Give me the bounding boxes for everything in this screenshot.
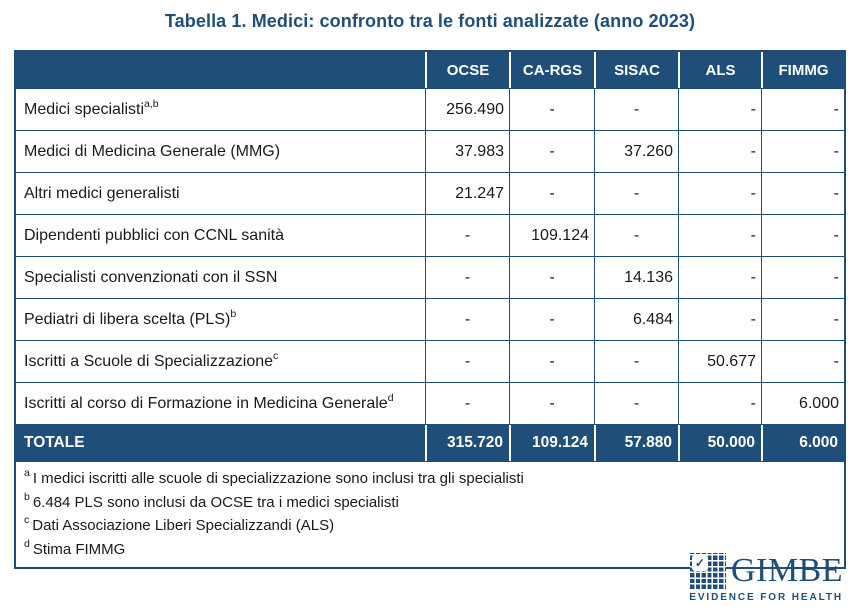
column-header-ocse: OCSE bbox=[425, 52, 509, 88]
gimbe-dots-icon: ✓ bbox=[689, 553, 726, 589]
total-ca-rgs: 109.124 bbox=[509, 425, 594, 461]
table-row: Specialisti convenzionati con il SSN - -… bbox=[16, 257, 844, 299]
total-sisac: 57.880 bbox=[594, 425, 678, 461]
column-header-als: ALS bbox=[678, 52, 761, 88]
cell-fimmg: - bbox=[761, 89, 844, 130]
table-row: Dipendenti pubblici con CCNL sanità - 10… bbox=[16, 215, 844, 257]
footnote-b: b 6.484 PLS sono inclusi da OCSE tra i me… bbox=[24, 490, 399, 511]
cell-sisac: 14.136 bbox=[594, 257, 678, 298]
row-label: Iscritti a Scuole di Specializzazione c bbox=[24, 350, 279, 370]
cell-als: 50.677 bbox=[678, 341, 761, 382]
footnote-marker: d bbox=[24, 537, 30, 550]
cell-ca-rgs: - bbox=[509, 131, 594, 172]
cell-als: - bbox=[678, 89, 761, 130]
cell-sisac: - bbox=[594, 215, 678, 256]
total-label: TOTALE bbox=[24, 434, 85, 451]
row-label: Pediatri di libera scelta (PLS) b bbox=[24, 308, 237, 328]
table-row: Altri medici generalisti 21.247 - - - - bbox=[16, 173, 844, 215]
cell-fimmg: - bbox=[761, 131, 844, 172]
column-header-sisac: SISAC bbox=[594, 52, 678, 88]
cell-als: - bbox=[678, 131, 761, 172]
table-row: Iscritti a Scuole di Specializzazione c -… bbox=[16, 341, 844, 383]
cell-sisac: 6.484 bbox=[594, 299, 678, 340]
footnote-marker: c bbox=[24, 514, 30, 526]
data-table: OCSE CA-RGS SISAC ALS FIMMG Medici speci… bbox=[14, 50, 846, 569]
column-header-ca-rgs: CA-RGS bbox=[509, 52, 594, 88]
gimbe-wordmark: GIMBE bbox=[730, 552, 843, 589]
cell-sisac: - bbox=[594, 173, 678, 214]
cell-ocse: 37.983 bbox=[425, 131, 509, 172]
footnote-marker: b bbox=[230, 308, 237, 321]
cell-ocse: - bbox=[425, 299, 509, 340]
row-label: Altri medici generalisti bbox=[24, 184, 180, 202]
cell-als: - bbox=[678, 257, 761, 298]
cell-fimmg: 6.000 bbox=[761, 383, 844, 424]
footnote-marker: b bbox=[24, 490, 30, 503]
row-label: Iscritti al corso di Formazione in Medic… bbox=[24, 392, 394, 412]
footnote-marker: a bbox=[24, 467, 30, 479]
cell-als: - bbox=[678, 299, 761, 340]
table-row: Medici specialisti a,b 256.490 - - - - bbox=[16, 89, 844, 131]
table-total-row: TOTALE 315.720 109.124 57.880 50.000 6.0… bbox=[16, 425, 844, 462]
corner-cell bbox=[16, 52, 425, 88]
row-label: Medici di Medicina Generale (MMG) bbox=[24, 142, 281, 160]
total-als: 50.000 bbox=[678, 425, 761, 461]
table-row: Medici di Medicina Generale (MMG) 37.983… bbox=[16, 131, 844, 173]
table-row: Pediatri di libera scelta (PLS) b - - 6.4… bbox=[16, 299, 844, 341]
total-fimmg: 6.000 bbox=[761, 425, 844, 461]
gimbe-logo: ✓ GIMBE EVIDENCE FOR HEALTH bbox=[689, 553, 843, 603]
row-label: Medici specialisti a,b bbox=[24, 98, 159, 118]
check-icon: ✓ bbox=[691, 555, 708, 571]
cell-ocse: - bbox=[425, 257, 509, 298]
cell-ocse: - bbox=[425, 383, 509, 424]
column-header-fimmg: FIMMG bbox=[761, 52, 844, 88]
gimbe-tagline: EVIDENCE FOR HEALTH bbox=[689, 592, 843, 603]
cell-ca-rgs: - bbox=[509, 173, 594, 214]
cell-sisac: - bbox=[594, 89, 678, 130]
cell-als: - bbox=[678, 383, 761, 424]
table-header-row: OCSE CA-RGS SISAC ALS FIMMG bbox=[16, 52, 844, 89]
footnote-marker: c bbox=[273, 350, 279, 363]
cell-sisac: - bbox=[594, 341, 678, 382]
cell-ocse: - bbox=[425, 215, 509, 256]
cell-ca-rgs: - bbox=[509, 383, 594, 424]
footnote-marker: a,b bbox=[144, 98, 159, 111]
cell-ca-rgs: - bbox=[509, 299, 594, 340]
cell-fimmg: - bbox=[761, 299, 844, 340]
cell-ca-rgs: - bbox=[509, 341, 594, 382]
row-label: Specialisti convenzionati con il SSN bbox=[24, 268, 278, 286]
footnote-marker: d bbox=[387, 392, 394, 405]
footnote-c: c Dati Associazione Liberi Specializzandi… bbox=[24, 514, 335, 534]
cell-sisac: - bbox=[594, 383, 678, 424]
cell-ocse: 21.247 bbox=[425, 173, 509, 214]
cell-ca-rgs: - bbox=[509, 257, 594, 298]
cell-fimmg: - bbox=[761, 257, 844, 298]
cell-ca-rgs: - bbox=[509, 89, 594, 130]
cell-sisac: 37.260 bbox=[594, 131, 678, 172]
cell-ca-rgs: 109.124 bbox=[509, 215, 594, 256]
cell-fimmg: - bbox=[761, 215, 844, 256]
row-label: Dipendenti pubblici con CCNL sanità bbox=[24, 226, 284, 244]
page-title: Tabella 1. Medici: confronto tra le font… bbox=[164, 11, 696, 31]
cell-fimmg: - bbox=[761, 341, 844, 382]
cell-ocse: 256.490 bbox=[425, 89, 509, 130]
footnote-d: d Stima FIMMG bbox=[24, 537, 126, 558]
cell-ocse: - bbox=[425, 341, 509, 382]
total-ocse: 315.720 bbox=[425, 425, 509, 461]
table-row: Iscritti al corso di Formazione in Medic… bbox=[16, 383, 844, 425]
gimbe-logo-top: ✓ GIMBE bbox=[689, 552, 843, 589]
cell-als: - bbox=[678, 173, 761, 214]
cell-als: - bbox=[678, 215, 761, 256]
cell-fimmg: - bbox=[761, 173, 844, 214]
